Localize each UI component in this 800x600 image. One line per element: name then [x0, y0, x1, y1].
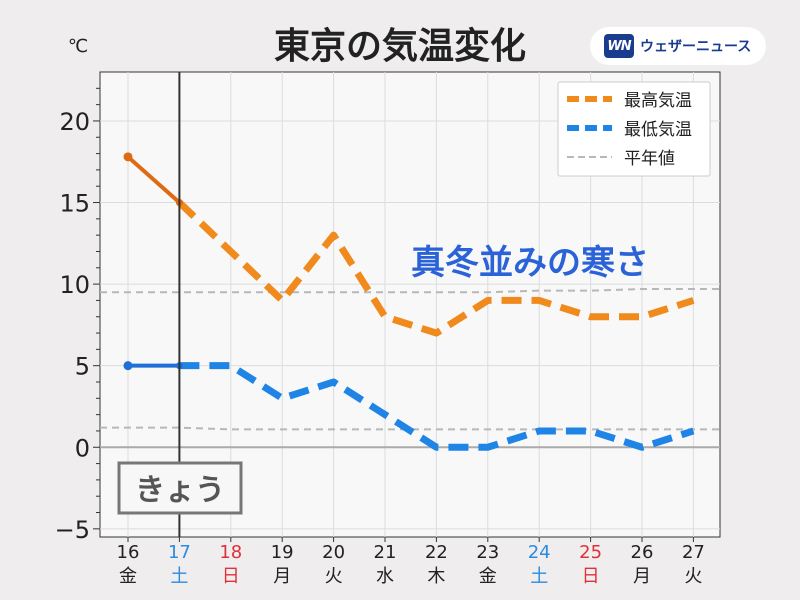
y-tick-label: 10: [59, 271, 90, 299]
chart-annotation: 真冬並みの寒さ: [411, 243, 649, 283]
x-tick-label-weekday: 火: [325, 566, 343, 587]
x-tick-label-weekday: 月: [633, 566, 651, 587]
today-label: きょう: [135, 473, 225, 508]
x-tick-label-date: 20: [322, 542, 345, 563]
x-tick-label-weekday: 月: [273, 566, 291, 587]
x-tick-label-weekday: 日: [582, 566, 600, 587]
legend-label: 最高気温: [624, 91, 692, 111]
legend-box: [557, 81, 711, 177]
low-temp-forecast-line: [179, 362, 695, 451]
y-tick-label: −5: [55, 516, 90, 544]
x-tick-label-weekday: 水: [376, 566, 394, 587]
y-tick-label: 20: [59, 108, 90, 136]
x-tick-label-weekday: 火: [684, 566, 702, 587]
legend-label: 平年値: [624, 149, 675, 169]
legend-label: 最低気温: [624, 120, 692, 140]
chart-title: 東京の気温変化: [274, 25, 526, 67]
low-temp-point: [123, 361, 133, 371]
normal-high-line: [100, 288, 720, 294]
x-tick-label-weekday: 木: [427, 566, 445, 587]
weathernews-mark-icon: WN: [604, 34, 634, 58]
high-temp-point: [123, 152, 133, 162]
x-tick-label-weekday: 土: [530, 566, 548, 587]
x-tick-label-weekday: 金: [119, 566, 137, 587]
x-tick-label-weekday: 日: [222, 566, 240, 587]
x-tick-label-date: 17: [168, 542, 191, 563]
high-temp-observed-line: [126, 155, 181, 205]
weathernews-logo: WN ウェザーニュース: [590, 27, 766, 65]
x-tick-label-date: 16: [117, 542, 140, 563]
x-tick-label-date: 24: [528, 542, 551, 563]
high-temp-forecast-line: [176, 199, 695, 337]
today-label-box: [117, 461, 243, 515]
unit-label: ℃: [68, 36, 88, 57]
x-tick-label-date: 19: [271, 542, 294, 563]
x-tick-label-date: 18: [219, 542, 242, 563]
y-tick-label: 0: [75, 434, 90, 462]
normal-low-line: [100, 426, 720, 431]
x-tick-label-date: 23: [476, 542, 499, 563]
x-tick-label-date: 21: [374, 542, 397, 563]
y-tick-label: 5: [75, 353, 90, 381]
weathernews-brand-name: ウェザーニュース: [640, 39, 752, 55]
y-tick-label: 15: [59, 190, 90, 218]
x-tick-label-date: 26: [631, 542, 654, 563]
x-tick-label-date: 25: [579, 542, 602, 563]
x-tick-label-date: 22: [425, 542, 448, 563]
x-tick-label-date: 27: [682, 542, 705, 563]
x-tick-label-weekday: 土: [170, 566, 188, 587]
x-tick-label-weekday: 金: [479, 566, 497, 587]
